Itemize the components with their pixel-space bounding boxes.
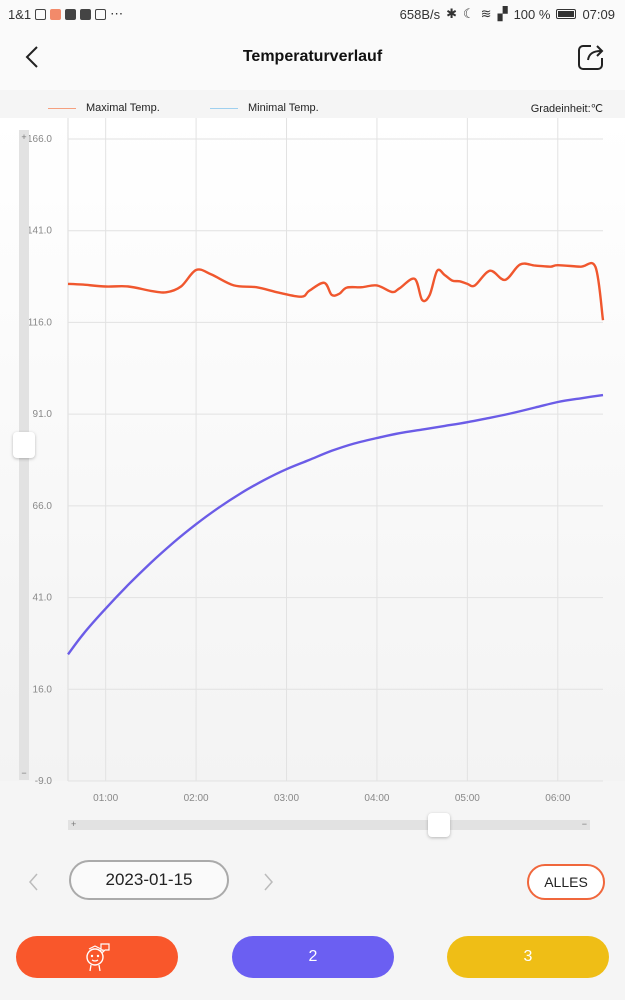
date-selector[interactable]: 2023-01-15 — [69, 860, 229, 900]
vertical-zoom-slider[interactable]: + − — [13, 130, 35, 780]
signal-icon: ▞ — [497, 6, 508, 21]
chevron-right-icon — [264, 873, 273, 891]
unit-label: Gradeinheit:℃ — [530, 103, 603, 115]
message-icon — [95, 8, 107, 20]
y-tick-label: 16.0 — [33, 684, 53, 695]
battery-icon — [556, 9, 577, 19]
carrier-label: 1&1 — [8, 6, 32, 22]
probe-2-tab[interactable]: 2 — [232, 936, 394, 978]
max-temp-line — [67, 261, 605, 321]
legend-min-label: Minimal Temp. — [248, 102, 319, 114]
notification-icon — [35, 8, 47, 20]
network-speed: 658B/s — [399, 6, 441, 22]
share-button[interactable] — [575, 41, 607, 73]
app-notification-icon — [50, 8, 62, 20]
battery-percent: 100 % — [513, 6, 551, 22]
back-button[interactable] — [18, 42, 48, 72]
vertical-zoom-plus: + — [21, 132, 27, 142]
previous-day-button[interactable] — [22, 868, 46, 896]
chart-background — [0, 118, 625, 781]
x-tick-label: 04:00 — [364, 793, 389, 804]
x-tick-label: 06:00 — [545, 793, 570, 804]
more-notifications-icon: ⋯ — [110, 6, 124, 21]
page-title: Temperaturverlauf — [242, 48, 383, 65]
share-icon — [578, 45, 604, 70]
legend-max-label: Maximal Temp. — [86, 102, 160, 114]
mail-icon — [80, 8, 92, 20]
y-tick-label: 66.0 — [33, 501, 53, 512]
x-tick-label: 05:00 — [455, 793, 480, 804]
horizontal-zoom-plus: + — [71, 819, 77, 829]
horizontal-zoom-slider[interactable]: + − — [68, 813, 590, 837]
vertical-zoom-thumb[interactable] — [13, 432, 35, 458]
do-not-disturb-icon: ☾ — [463, 6, 475, 21]
x-tick-label: 03:00 — [274, 793, 299, 804]
next-day-button[interactable] — [256, 868, 280, 896]
probe-3-tab[interactable]: 3 — [447, 936, 609, 978]
y-tick-label: 116.0 — [28, 317, 53, 328]
y-tick-label: 166.0 — [27, 134, 52, 145]
x-tick-label: 01:00 — [93, 793, 118, 804]
x-tick-label: 02:00 — [184, 793, 209, 804]
legend-max: Maximal Temp. — [48, 102, 160, 114]
legend-min: Minimal Temp. — [210, 102, 319, 114]
probe-character-icon — [86, 943, 110, 972]
temperature-chart: 166.0 141.0 116.0 91.0 66.0 41.0 16.0 -9.0 01:00… — [0, 118, 625, 804]
clock: 07:09 — [582, 6, 615, 22]
app-header: Temperaturverlauf — [0, 28, 625, 90]
y-tick-label: 141.0 — [27, 226, 52, 237]
y-tick-label: 91.0 — [33, 409, 53, 420]
legend-min-swatch — [210, 107, 238, 109]
horizontal-zoom-thumb[interactable] — [428, 813, 450, 837]
horizontal-zoom-minus: − — [581, 819, 587, 829]
min-temp-line — [67, 393, 604, 656]
youtube-icon — [65, 8, 77, 20]
status-bar-right: 658B/s ✱ ☾ ≋ ▞ 100 % 07:09 — [400, 6, 615, 22]
wifi-icon: ≋ — [480, 6, 492, 21]
legend-max-swatch — [48, 107, 76, 109]
status-bar: 1&1 ⋯ 658B/s ✱ ☾ ≋ ▞ 100 % 07:09 — [0, 0, 625, 28]
vertical-zoom-minus: − — [21, 768, 27, 778]
y-tick-label: 41.0 — [33, 593, 53, 604]
status-bar-left: 1&1 ⋯ — [8, 6, 123, 22]
y-tick-label: -9.0 — [35, 776, 53, 787]
probe-1-tab[interactable] — [16, 936, 178, 978]
all-button[interactable]: ALLES — [527, 864, 605, 900]
chevron-left-icon — [25, 46, 38, 68]
chevron-left-icon — [29, 873, 38, 891]
bluetooth-icon: ✱ — [446, 6, 458, 21]
